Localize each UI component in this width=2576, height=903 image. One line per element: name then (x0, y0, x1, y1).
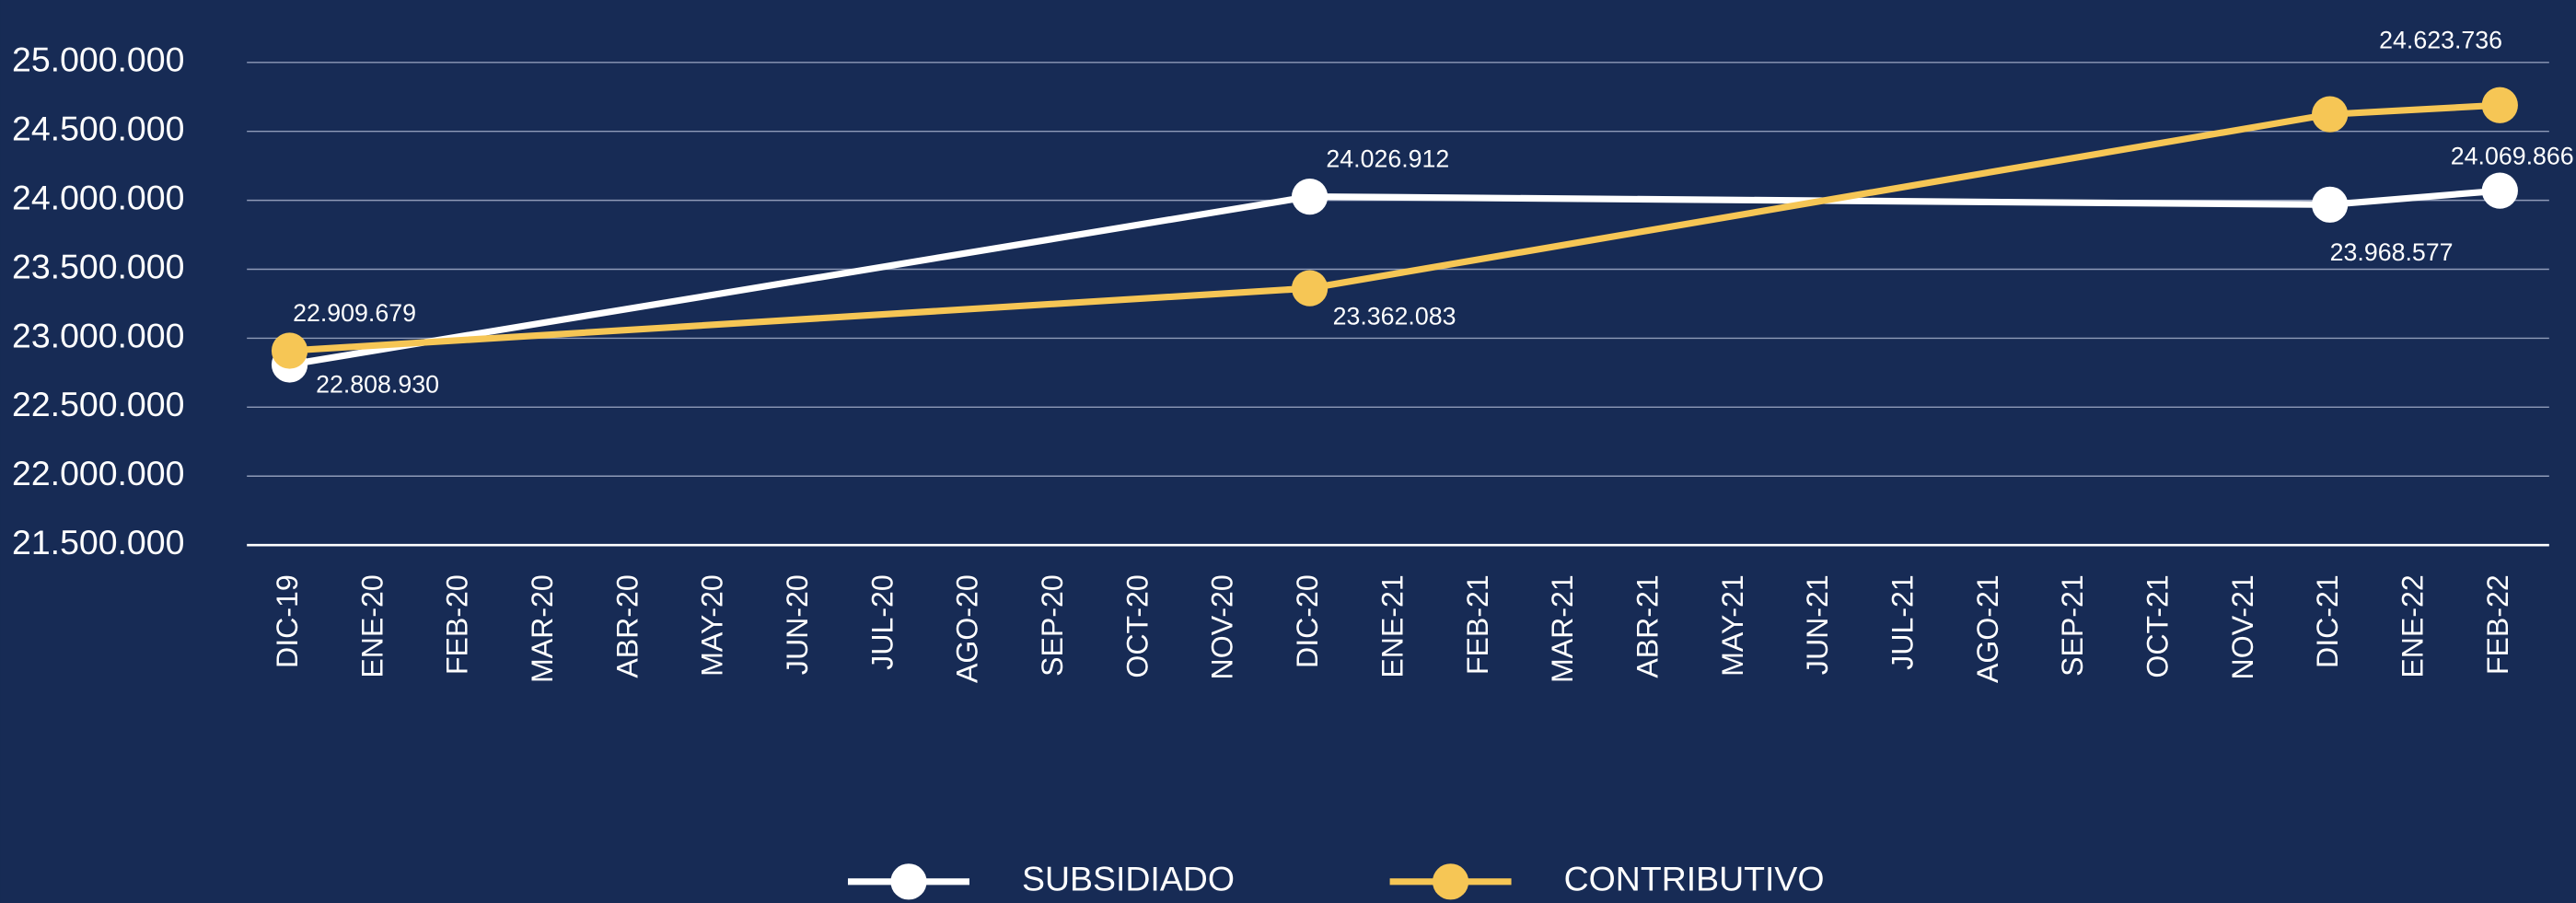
x-tick-label: NOV-20 (1206, 574, 1239, 679)
data-point (271, 332, 308, 369)
x-tick-label: MAY-20 (696, 574, 729, 677)
y-tick-label: 22.000.000 (12, 454, 184, 492)
data-label: 23.968.577 (2330, 238, 2454, 266)
data-label: 22.909.679 (293, 299, 416, 327)
y-tick-label: 22.500.000 (12, 385, 184, 423)
x-tick-label: DIC-19 (271, 574, 304, 668)
y-tick-label: 23.500.000 (12, 247, 184, 285)
x-tick-label: FEB-20 (441, 574, 474, 675)
x-tick-label: AGO-21 (1971, 574, 2004, 683)
data-label: 23.362.083 (1333, 302, 1456, 330)
x-tick-label: OCT-20 (1120, 574, 1154, 677)
x-tick-label: ABR-20 (610, 574, 644, 677)
x-tick-label: ENE-22 (2396, 574, 2429, 677)
legend-label: CONTRIBUTIVO (1564, 860, 1825, 898)
x-tick-label: OCT-21 (2141, 574, 2174, 677)
legend-label: SUBSIDIADO (1022, 860, 1235, 898)
data-point (2481, 172, 2518, 209)
y-tick-label: 24.000.000 (12, 178, 184, 216)
x-tick-label: AGO-20 (951, 574, 984, 683)
x-tick-label: ABR-21 (1630, 574, 1664, 677)
x-tick-label: JUN-20 (781, 574, 814, 675)
y-tick-label: 21.500.000 (12, 523, 184, 561)
x-tick-label: MAY-21 (1716, 574, 1749, 677)
x-tick-label: SEP-20 (1036, 574, 1069, 677)
data-point (1291, 270, 1329, 307)
legend-marker (890, 863, 927, 900)
x-tick-label: ENE-21 (1375, 574, 1409, 677)
data-point (2481, 87, 2518, 123)
data-label: 24.623.736 (2379, 27, 2502, 54)
data-label: 24.026.912 (1326, 145, 1449, 172)
data-label: 24.069.866 (2451, 143, 2574, 170)
data-point (1291, 178, 1329, 215)
x-tick-label: MAR-21 (1546, 574, 1579, 683)
x-tick-label: JUL-21 (1886, 574, 1919, 669)
y-tick-label: 25.000.000 (12, 41, 184, 79)
x-tick-label: JUL-20 (865, 574, 899, 669)
x-tick-label: SEP-21 (2056, 574, 2089, 677)
x-tick-label: NOV-21 (2226, 574, 2259, 679)
legend-marker (1432, 863, 1469, 900)
data-point (2312, 186, 2349, 223)
x-tick-label: MAR-20 (526, 574, 559, 683)
x-tick-label: DIC-21 (2311, 574, 2344, 668)
x-tick-label: DIC-20 (1291, 574, 1324, 668)
x-tick-label: ENE-20 (355, 574, 389, 677)
series-line (289, 101, 2501, 354)
y-tick-label: 24.500.000 (12, 110, 184, 148)
x-tick-label: JUN-21 (1801, 574, 1834, 675)
data-label: 22.808.930 (316, 370, 439, 398)
x-tick-label: FEB-21 (1461, 574, 1494, 675)
x-tick-label: FEB-22 (2481, 574, 2514, 675)
y-tick-label: 23.000.000 (12, 316, 184, 354)
data-point (2312, 96, 2349, 133)
